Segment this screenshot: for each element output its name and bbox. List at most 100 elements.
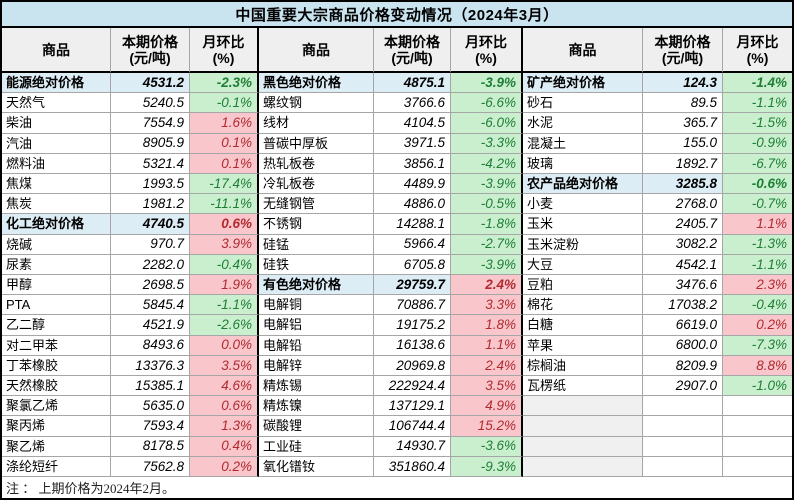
commodity-name-cell: 电解锌 bbox=[259, 355, 374, 376]
mom-cell: 8.8% bbox=[723, 355, 792, 376]
commodity-name-cell: 碳酸锂 bbox=[259, 416, 374, 437]
mom-cell: -1.5% bbox=[723, 113, 792, 134]
mom-cell: 1.9% bbox=[190, 275, 259, 296]
price-cell: 16138.6 bbox=[374, 335, 451, 356]
mom-cell: -1.8% bbox=[451, 214, 523, 235]
commodity-name-cell: 棕榈油 bbox=[523, 355, 643, 376]
commodity-name-cell: 丁苯橡胶 bbox=[2, 355, 111, 376]
commodity-name-cell: 尿素 bbox=[2, 254, 111, 275]
commodity-name-cell: 线材 bbox=[259, 113, 374, 134]
mom-cell: 2.4% bbox=[451, 275, 523, 296]
commodity-name-cell: 焦煤 bbox=[2, 174, 111, 195]
mom-cell: 1.3% bbox=[190, 416, 259, 437]
price-cell: 3766.6 bbox=[374, 93, 451, 114]
price-cell bbox=[643, 396, 723, 417]
price-cell bbox=[643, 416, 723, 437]
price-cell: 2282.0 bbox=[111, 254, 190, 275]
mom-cell: 0.2% bbox=[190, 456, 259, 477]
mom-cell: 1.1% bbox=[451, 335, 523, 356]
commodity-name-cell: 玻璃 bbox=[523, 153, 643, 174]
commodity-name-cell bbox=[523, 456, 643, 477]
mom-cell: -0.4% bbox=[723, 295, 792, 316]
price-cell: 14288.1 bbox=[374, 214, 451, 235]
commodity-name-cell: 精炼镍 bbox=[259, 396, 374, 417]
mom-cell: -0.5% bbox=[451, 194, 523, 215]
commodity-name-cell: 玉米淀粉 bbox=[523, 234, 643, 255]
price-cell: 8493.6 bbox=[111, 335, 190, 356]
column-header-price: 本期价格 (元/吨) bbox=[643, 28, 723, 73]
footnote: 注 ： 上期价格为2024年2月。 bbox=[2, 477, 792, 498]
commodity-name-cell: 大豆 bbox=[523, 254, 643, 275]
mom-cell: 2.3% bbox=[723, 275, 792, 296]
price-cell: 17038.2 bbox=[643, 295, 723, 316]
price-cell: 5321.4 bbox=[111, 153, 190, 174]
commodity-name-cell: 乙二醇 bbox=[2, 315, 111, 336]
mom-cell: -0.9% bbox=[723, 133, 792, 154]
price-cell: 4104.5 bbox=[374, 113, 451, 134]
commodity-name-cell: 玉米 bbox=[523, 214, 643, 235]
commodity-name-cell bbox=[523, 416, 643, 437]
commodity-name-cell: 电解铜 bbox=[259, 295, 374, 316]
price-cell: 4886.0 bbox=[374, 194, 451, 215]
mom-cell: -7.3% bbox=[723, 335, 792, 356]
price-cell: 222924.4 bbox=[374, 376, 451, 397]
price-cell: 106744.4 bbox=[374, 416, 451, 437]
mom-cell: 0.1% bbox=[190, 133, 259, 154]
mom-cell: 3.5% bbox=[190, 355, 259, 376]
price-cell bbox=[643, 456, 723, 477]
price-cell: 4489.9 bbox=[374, 174, 451, 195]
commodity-name-cell: 水泥 bbox=[523, 113, 643, 134]
commodity-name-cell: 焦炭 bbox=[2, 194, 111, 215]
price-cell: 6705.8 bbox=[374, 254, 451, 275]
mom-cell bbox=[723, 456, 792, 477]
mom-cell: -3.9% bbox=[451, 174, 523, 195]
commodity-name-cell: 氧化镨钕 bbox=[259, 456, 374, 477]
mom-cell: -1.3% bbox=[723, 234, 792, 255]
commodity-name-cell: 螺纹钢 bbox=[259, 93, 374, 114]
column-header-commodity: 商品 bbox=[259, 28, 374, 73]
price-cell: 13376.3 bbox=[111, 355, 190, 376]
price-cell: 155.0 bbox=[643, 133, 723, 154]
price-cell: 124.3 bbox=[643, 73, 723, 94]
mom-cell: 0.1% bbox=[190, 153, 259, 174]
column-header-price: 本期价格 (元/吨) bbox=[374, 28, 451, 73]
commodity-name-cell: 有色绝对价格 bbox=[259, 275, 374, 296]
mom-cell: -6.0% bbox=[451, 113, 523, 134]
price-cell: 70886.7 bbox=[374, 295, 451, 316]
mom-cell: 1.1% bbox=[723, 214, 792, 235]
mom-cell: -6.6% bbox=[451, 93, 523, 114]
price-cell: 29759.7 bbox=[374, 275, 451, 296]
mom-cell: 15.2% bbox=[451, 416, 523, 437]
mom-cell bbox=[723, 396, 792, 417]
mom-cell: -6.7% bbox=[723, 153, 792, 174]
price-cell: 3285.8 bbox=[643, 174, 723, 195]
commodity-name-cell: 硅锰 bbox=[259, 234, 374, 255]
commodity-name-cell bbox=[523, 396, 643, 417]
price-cell: 8905.9 bbox=[111, 133, 190, 154]
mom-cell: -2.3% bbox=[190, 73, 259, 94]
mom-cell bbox=[723, 436, 792, 457]
commodity-name-cell: 小麦 bbox=[523, 194, 643, 215]
mom-cell: 1.8% bbox=[451, 315, 523, 336]
commodity-name-cell: 能源绝对价格 bbox=[2, 73, 111, 94]
commodity-name-cell: 冷轧板卷 bbox=[259, 174, 374, 195]
commodity-name-cell: 汽油 bbox=[2, 133, 111, 154]
commodity-name-cell: 燃料油 bbox=[2, 153, 111, 174]
commodity-name-cell: 聚乙烯 bbox=[2, 436, 111, 457]
mom-cell: -1.1% bbox=[190, 295, 259, 316]
price-cell: 7593.4 bbox=[111, 416, 190, 437]
price-cell: 351860.4 bbox=[374, 456, 451, 477]
mom-cell bbox=[723, 416, 792, 437]
price-cell: 3082.2 bbox=[643, 234, 723, 255]
mom-cell: -0.7% bbox=[723, 194, 792, 215]
commodity-name-cell: 农产品绝对价格 bbox=[523, 174, 643, 195]
mom-cell: -2.6% bbox=[190, 315, 259, 336]
commodity-name-cell: 无缝钢管 bbox=[259, 194, 374, 215]
commodity-name-cell: 天然橡胶 bbox=[2, 376, 111, 397]
commodity-name-cell: 热轧板卷 bbox=[259, 153, 374, 174]
column-header-commodity: 商品 bbox=[523, 28, 643, 73]
commodity-name-cell: 砂石 bbox=[523, 93, 643, 114]
commodity-name-cell: 棉花 bbox=[523, 295, 643, 316]
column-header-mom: 月环比 (%) bbox=[723, 28, 792, 73]
